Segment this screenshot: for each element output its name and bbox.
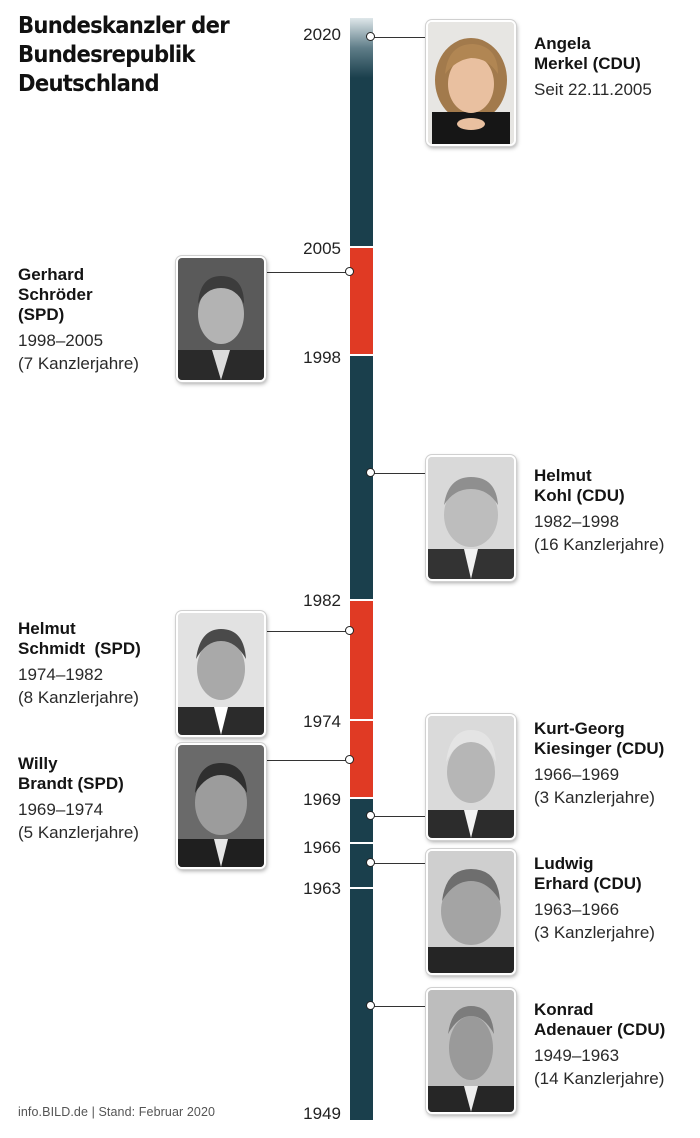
year-label: 1949 xyxy=(303,1104,341,1123)
label-schroeder: Gerhard Schröder (SPD) 1998–2005 (7 Kanz… xyxy=(18,265,139,375)
chancellor-name: Ludwig xyxy=(534,854,594,873)
label-schmidt: Helmut Schmidt (SPD) 1974–1982 (8 Kanzle… xyxy=(18,619,141,709)
segment-kohl xyxy=(350,355,373,600)
portrait-schroeder xyxy=(176,256,266,382)
timeline-dot xyxy=(366,1001,375,1010)
chancellor-name: Schröder xyxy=(18,285,93,304)
term-text: (14 Kanzlerjahre) xyxy=(534,1069,665,1088)
timeline-tick xyxy=(350,887,373,889)
timeline-tick xyxy=(350,599,373,601)
term-text: (3 Kanzlerjahre) xyxy=(534,923,655,942)
chancellor-name: Kiesinger (CDU) xyxy=(534,739,665,758)
year-label: 1963 xyxy=(303,879,341,898)
timeline-tick xyxy=(350,797,373,799)
timeline-dot xyxy=(366,858,375,867)
connector-line xyxy=(371,473,427,474)
segment-schmidt xyxy=(350,600,373,720)
portrait-kiesinger xyxy=(426,714,516,840)
connector-line xyxy=(371,816,427,817)
year-label: 2005 xyxy=(303,239,341,258)
chancellor-name: Brandt (SPD) xyxy=(18,774,124,793)
term-text: (7 Kanzlerjahre) xyxy=(18,354,139,373)
timeline-tick xyxy=(350,842,373,844)
term-text: 1949–1963 xyxy=(534,1046,620,1065)
term-text: (5 Kanzlerjahre) xyxy=(18,823,139,842)
portrait-schmidt xyxy=(176,611,266,737)
portrait-merkel xyxy=(426,20,516,146)
chancellor-name: Helmut xyxy=(18,619,76,638)
label-adenauer: Konrad Adenauer (CDU) 1949–1963 (14 Kanz… xyxy=(534,1000,665,1090)
timeline-bar xyxy=(350,18,373,1120)
segment-kiesinger xyxy=(350,798,373,843)
portrait-adenauer xyxy=(426,988,516,1114)
timeline-dot xyxy=(366,468,375,477)
year-label: 2020 xyxy=(303,25,341,44)
segment-merkel xyxy=(350,18,373,247)
chancellor-name: (SPD) xyxy=(18,305,65,324)
timeline-dot xyxy=(345,755,354,764)
timeline-dot xyxy=(366,32,375,41)
chancellor-name: Kurt-Georg xyxy=(534,719,625,738)
connector-line xyxy=(262,631,350,632)
label-kohl: Helmut Kohl (CDU) 1982–1998 (16 Kanzlerj… xyxy=(534,466,664,556)
term-text: 1974–1982 xyxy=(18,665,104,684)
portrait-brandt xyxy=(176,743,266,869)
chancellor-name: Helmut xyxy=(534,466,592,485)
timeline-dot xyxy=(345,267,354,276)
title-line: Bundesrepublik xyxy=(18,42,196,68)
connector-line xyxy=(262,272,350,273)
source-credit: info.BILD.de | Stand: Februar 2020 xyxy=(18,1105,216,1119)
chancellor-name: Gerhard xyxy=(18,265,85,284)
label-erhard: Ludwig Erhard (CDU) 1963–1966 (3 Kanzler… xyxy=(534,854,655,944)
year-label: 1982 xyxy=(303,591,341,610)
title-line: Bundeskanzler der xyxy=(18,13,230,39)
chancellor-name: Merkel (CDU) xyxy=(534,54,641,73)
term-text: 1969–1974 xyxy=(18,800,104,819)
chancellor-name: Adenauer (CDU) xyxy=(534,1020,666,1039)
segment-adenauer xyxy=(350,888,373,1120)
chancellor-name: Angela xyxy=(534,34,591,53)
connector-line xyxy=(371,863,427,864)
label-merkel: Angela Merkel (CDU) Seit 22.11.2005 xyxy=(534,34,652,101)
timeline-tick xyxy=(350,719,373,721)
year-label: 1969 xyxy=(303,790,341,809)
connector-line xyxy=(262,760,350,761)
term-text: 1966–1969 xyxy=(534,765,620,784)
timeline-tick xyxy=(350,354,373,356)
term-text: (8 Kanzlerjahre) xyxy=(18,688,139,707)
portrait-erhard xyxy=(426,849,516,975)
segment-schroeder xyxy=(350,247,373,355)
chancellor-name: Willy xyxy=(18,754,58,773)
year-label: 1974 xyxy=(303,712,341,731)
label-brandt: Willy Brandt (SPD) 1969–1974 (5 Kanzlerj… xyxy=(18,754,139,844)
year-label: 1966 xyxy=(303,838,341,857)
chancellor-name: Schmidt (SPD) xyxy=(18,639,141,658)
timeline-dot xyxy=(345,626,354,635)
chancellor-name: Konrad xyxy=(534,1000,594,1019)
connector-line xyxy=(371,1006,427,1007)
label-kiesinger: Kurt-Georg Kiesinger (CDU) 1966–1969 (3 … xyxy=(534,719,664,809)
term-text: (3 Kanzlerjahre) xyxy=(534,788,655,807)
term-text: Seit 22.11.2005 xyxy=(534,80,652,99)
timeline-dot xyxy=(366,811,375,820)
title-line: Deutschland xyxy=(18,71,160,97)
term-text: 1998–2005 xyxy=(18,331,104,350)
portrait-kohl xyxy=(426,455,516,581)
term-text: 1963–1966 xyxy=(534,900,620,919)
chancellor-name: Erhard (CDU) xyxy=(534,874,642,893)
year-label: 1998 xyxy=(303,348,341,367)
timeline-tick xyxy=(350,246,373,248)
page-title: Bundeskanzler der Bundesrepublik Deutsch… xyxy=(18,12,266,99)
connector-line xyxy=(371,37,427,38)
term-text: (16 Kanzlerjahre) xyxy=(534,535,665,554)
segment-brandt xyxy=(350,720,373,798)
chancellor-name: Kohl (CDU) xyxy=(534,486,625,505)
term-text: 1982–1998 xyxy=(534,512,620,531)
segment-erhard xyxy=(350,843,373,888)
